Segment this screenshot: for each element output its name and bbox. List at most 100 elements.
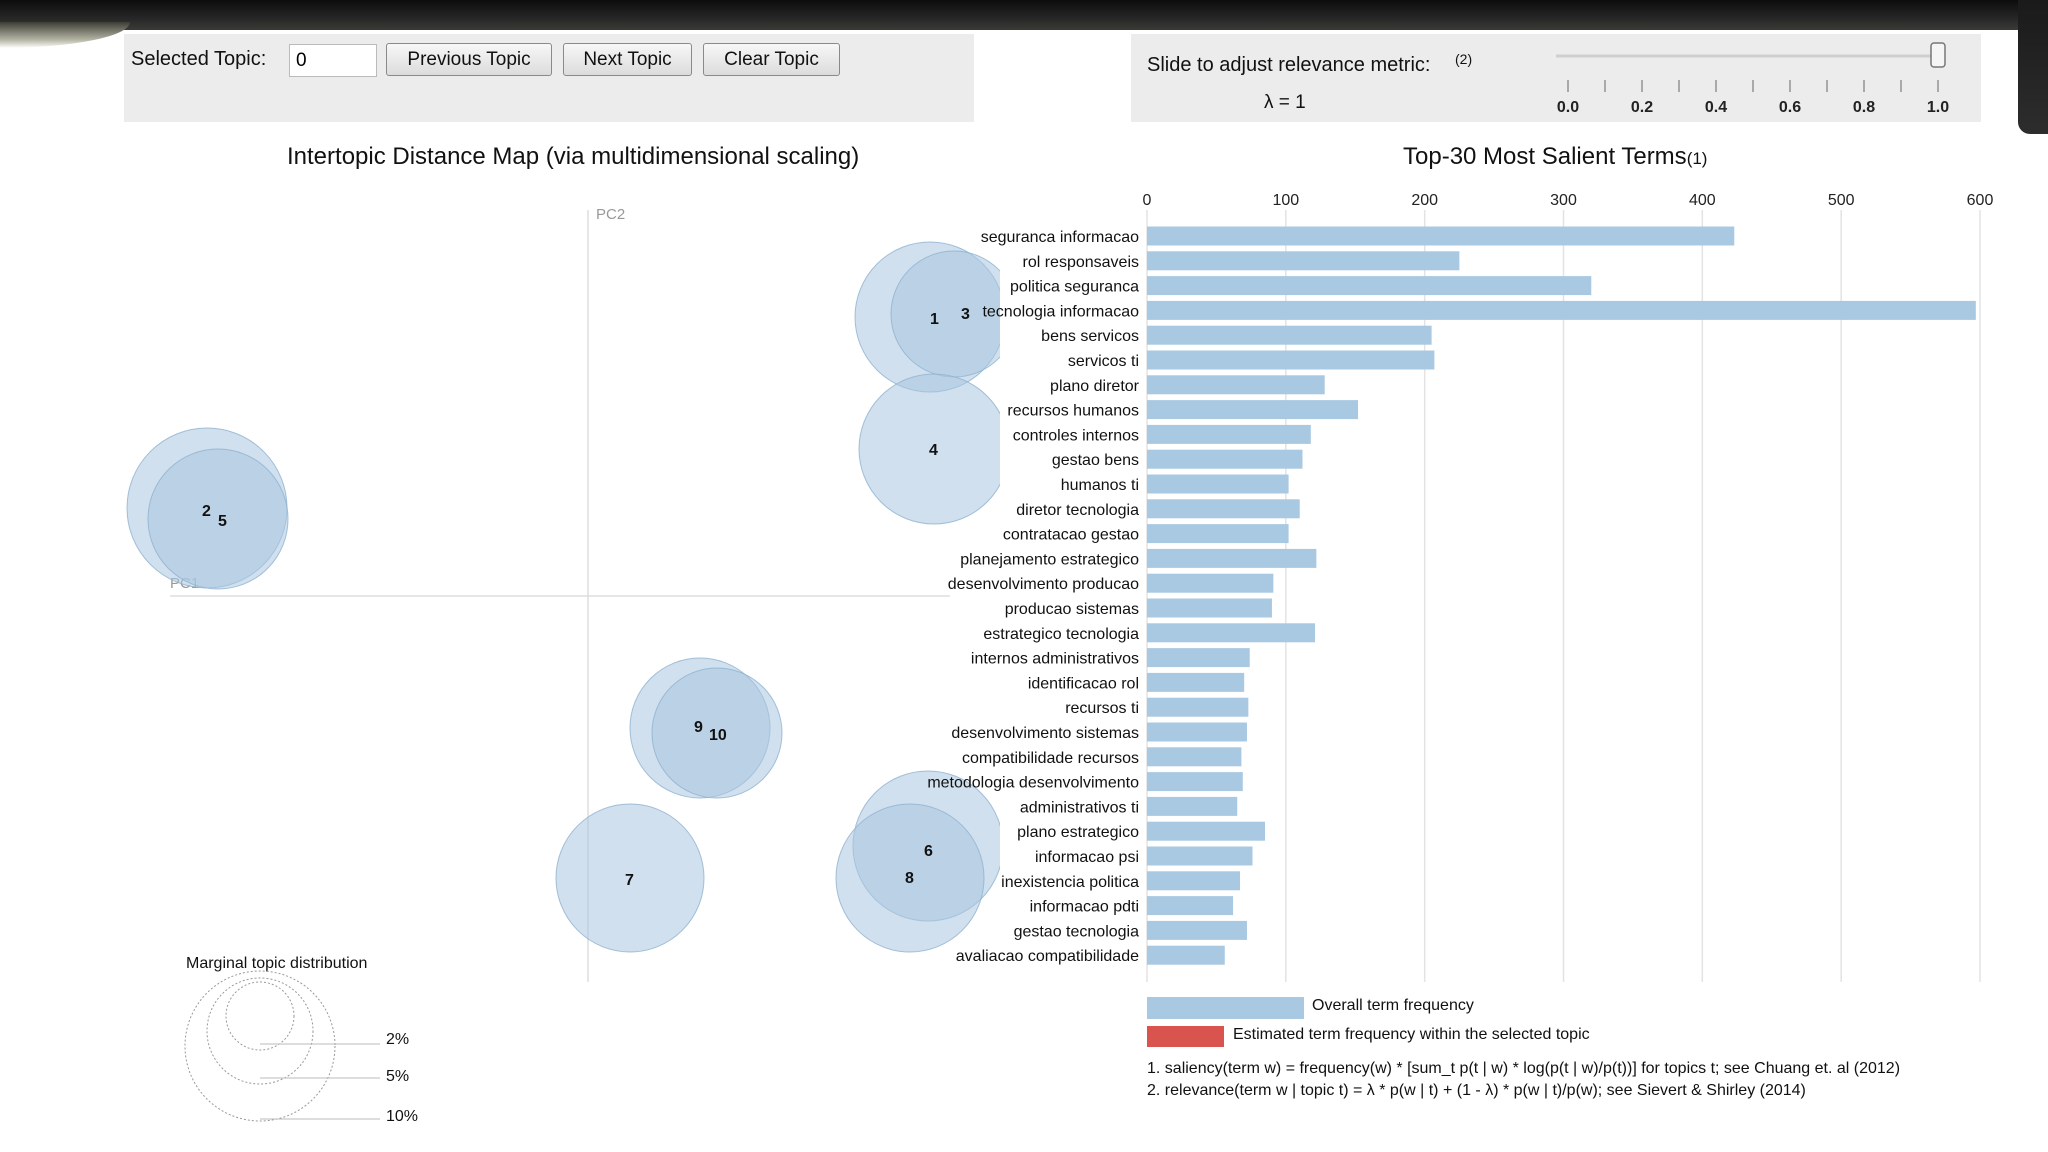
terms-title-text: Top-30 Most Salient Terms	[1403, 143, 1687, 170]
term-bar[interactable]	[1147, 920, 1247, 940]
topic-circle-8[interactable]	[835, 803, 985, 953]
term-label[interactable]: politica seguranca	[1010, 279, 1139, 296]
term-label[interactable]: planejamento estrategico	[960, 551, 1139, 568]
term-bar[interactable]	[1147, 871, 1241, 891]
term-bar[interactable]	[1147, 424, 1311, 444]
term-bar[interactable]	[1147, 375, 1325, 395]
term-bar[interactable]	[1147, 226, 1735, 246]
marginal-title: Marginal topic distribution	[186, 955, 367, 972]
topic-circle-4[interactable]	[858, 373, 1000, 525]
term-label[interactable]: informacao psi	[1035, 849, 1139, 866]
term-bar[interactable]	[1147, 400, 1359, 420]
topic-label-5: 5	[218, 513, 227, 530]
term-bar[interactable]	[1147, 474, 1289, 494]
clear-topic-button[interactable]: Clear Topic	[703, 43, 840, 76]
axis-tick-label: 300	[1550, 192, 1577, 209]
term-bar[interactable]	[1147, 945, 1225, 965]
term-label[interactable]: plano diretor	[1050, 378, 1140, 395]
window-edge-decoration	[2018, 0, 2048, 134]
term-label[interactable]: humanos ti	[1061, 477, 1139, 494]
topic-circle-10[interactable]	[651, 667, 783, 799]
term-label[interactable]: controles internos	[1013, 427, 1139, 444]
relevance-slider[interactable]: 0.0 0.2 0.4 0.6 0.8 1.0	[1131, 34, 1981, 122]
topic-label-6: 6	[924, 843, 933, 860]
term-label[interactable]: plano estrategico	[1017, 824, 1139, 841]
term-label[interactable]: tecnologia informacao	[982, 303, 1139, 320]
term-label[interactable]: diretor tecnologia	[1016, 502, 1139, 519]
term-label[interactable]: seguranca informacao	[981, 229, 1139, 246]
term-bar[interactable]	[1147, 747, 1242, 767]
term-bar[interactable]	[1147, 623, 1315, 643]
marginal-label-5pct: 5%	[386, 1068, 409, 1085]
previous-topic-button[interactable]: Previous Topic	[386, 43, 552, 76]
term-bar[interactable]	[1147, 896, 1234, 916]
legend-selected-swatch	[1147, 1026, 1224, 1047]
slider-tick-label: 1.0	[1927, 99, 1949, 116]
term-label[interactable]: gestao tecnologia	[1014, 923, 1140, 940]
legend-overall-swatch	[1147, 997, 1304, 1019]
marginal-label-10pct: 10%	[386, 1108, 418, 1125]
term-bar[interactable]	[1147, 325, 1432, 345]
term-bar[interactable]	[1147, 598, 1272, 618]
term-label[interactable]: recursos humanos	[1007, 403, 1139, 420]
term-bar[interactable]	[1147, 350, 1435, 370]
term-label[interactable]: bens servicos	[1041, 328, 1139, 345]
term-label[interactable]: contratacao gestao	[1003, 527, 1139, 544]
axis-tick-label: 500	[1828, 192, 1855, 209]
selected-topic-input[interactable]	[289, 44, 377, 77]
term-bar[interactable]	[1147, 796, 1238, 816]
term-label[interactable]: desenvolvimento sistemas	[951, 725, 1139, 742]
term-bar[interactable]	[1147, 449, 1303, 469]
term-label[interactable]: administrativos ti	[1020, 799, 1139, 816]
slider-tick-label: 0.4	[1705, 99, 1727, 116]
terms-title-footnote: (1)	[1686, 149, 1708, 168]
term-bar[interactable]	[1147, 648, 1250, 668]
topic-circle-7[interactable]	[555, 803, 705, 953]
term-bar[interactable]	[1147, 300, 1976, 320]
axis-tick-label: 200	[1411, 192, 1438, 209]
pc2-label: PC2	[596, 206, 625, 223]
slider-tick-label: 0.0	[1557, 99, 1579, 116]
term-label[interactable]: avaliacao compatibilidade	[956, 948, 1139, 965]
topic-label-1: 1	[930, 311, 939, 328]
topic-label-2: 2	[202, 503, 211, 520]
term-bar[interactable]	[1147, 772, 1243, 792]
term-bar[interactable]	[1147, 821, 1266, 841]
term-bar[interactable]	[1147, 499, 1300, 519]
term-label[interactable]: metodologia desenvolvimento	[927, 775, 1139, 792]
term-bar[interactable]	[1147, 846, 1253, 866]
term-label[interactable]: recursos ti	[1065, 700, 1139, 717]
term-label[interactable]: desenvolvimento producao	[948, 576, 1139, 593]
topic-circle-5[interactable]	[147, 448, 289, 590]
term-label[interactable]: rol responsaveis	[1023, 254, 1140, 271]
term-bar[interactable]	[1147, 697, 1249, 717]
term-bar[interactable]	[1147, 672, 1245, 692]
term-bar[interactable]	[1147, 722, 1247, 742]
axis-tick-label: 100	[1272, 192, 1299, 209]
term-label[interactable]: informacao pdti	[1030, 899, 1139, 916]
term-bar[interactable]	[1147, 548, 1317, 568]
term-label[interactable]: internos administrativos	[971, 651, 1139, 668]
lambda-value-text: λ = 1	[1264, 92, 1306, 113]
header-band	[0, 0, 2048, 30]
map-title: Intertopic Distance Map (via multidimens…	[287, 143, 860, 170]
topic-label-10: 10	[709, 727, 727, 744]
term-bar[interactable]	[1147, 251, 1460, 271]
term-label[interactable]: inexistencia politica	[1001, 874, 1139, 891]
legend-overall-label: Overall term frequency	[1312, 997, 1474, 1014]
topic-label-8: 8	[905, 870, 914, 887]
slider-tick-label: 0.2	[1631, 99, 1653, 116]
term-bar[interactable]	[1147, 573, 1274, 593]
topic-label-3: 3	[961, 306, 970, 323]
term-label[interactable]: compatibilidade recursos	[962, 750, 1139, 767]
term-bar[interactable]	[1147, 276, 1592, 296]
slider-handle[interactable]	[1930, 42, 1946, 68]
term-bar[interactable]	[1147, 524, 1289, 544]
term-label[interactable]: estrategico tecnologia	[983, 626, 1139, 643]
term-label[interactable]: servicos ti	[1068, 353, 1139, 370]
term-label[interactable]: identificacao rol	[1028, 675, 1139, 692]
term-label[interactable]: producao sistemas	[1005, 601, 1139, 618]
term-label[interactable]: gestao bens	[1052, 452, 1139, 469]
next-topic-button[interactable]: Next Topic	[563, 43, 692, 76]
topic-label-7: 7	[625, 872, 634, 889]
